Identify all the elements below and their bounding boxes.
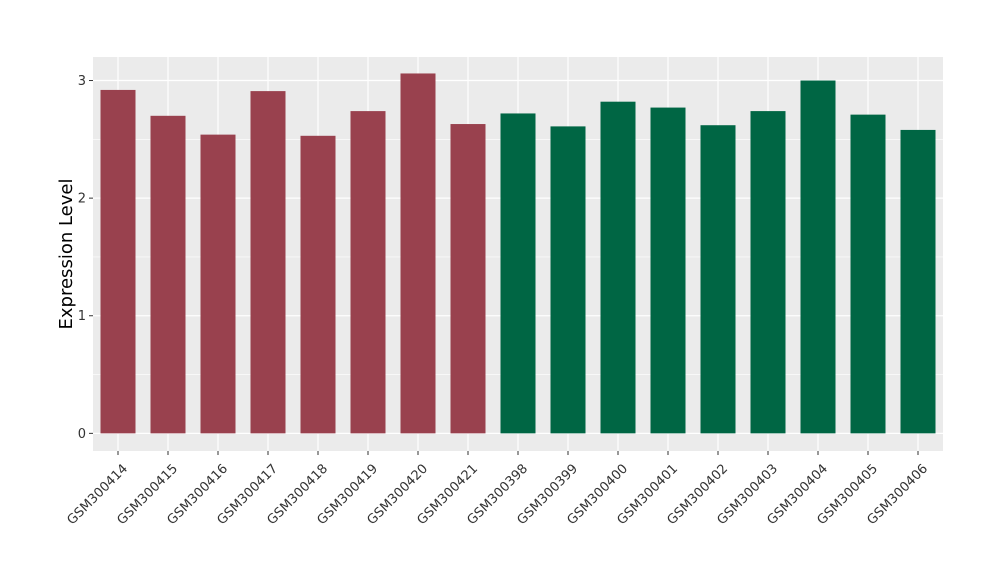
bar-GSM300414: [100, 89, 136, 434]
y-tick-label: 3: [78, 74, 86, 89]
x-axis: GSM300414GSM300415GSM300416GSM300417GSM3…: [64, 451, 931, 528]
bar-GSM300421: [450, 124, 486, 434]
bar-GSM300415: [150, 115, 186, 434]
bar-GSM300416: [200, 134, 236, 434]
bar-GSM300418: [300, 135, 336, 434]
bar-GSM300405: [850, 114, 886, 434]
y-tick-label: 0: [78, 427, 86, 442]
bars: [100, 73, 936, 434]
bar-GSM300398: [500, 113, 536, 434]
y-axis-title: Expression Level: [56, 179, 77, 330]
y-axis: 0 1 2 3: [78, 74, 93, 442]
bar-GSM300401: [650, 107, 686, 434]
bar-GSM300399: [550, 126, 586, 434]
bar-GSM300400: [600, 101, 636, 434]
bar-GSM300404: [800, 80, 836, 434]
bar-GSM300403: [750, 111, 786, 434]
bar-GSM300402: [700, 125, 736, 434]
bar-GSM300420: [400, 73, 436, 434]
bar-GSM300417: [250, 91, 286, 434]
bar-GSM300419: [350, 111, 386, 434]
y-tick-label: 2: [78, 192, 86, 207]
y-tick-label: 1: [78, 309, 86, 324]
bar-GSM300406: [900, 129, 936, 434]
